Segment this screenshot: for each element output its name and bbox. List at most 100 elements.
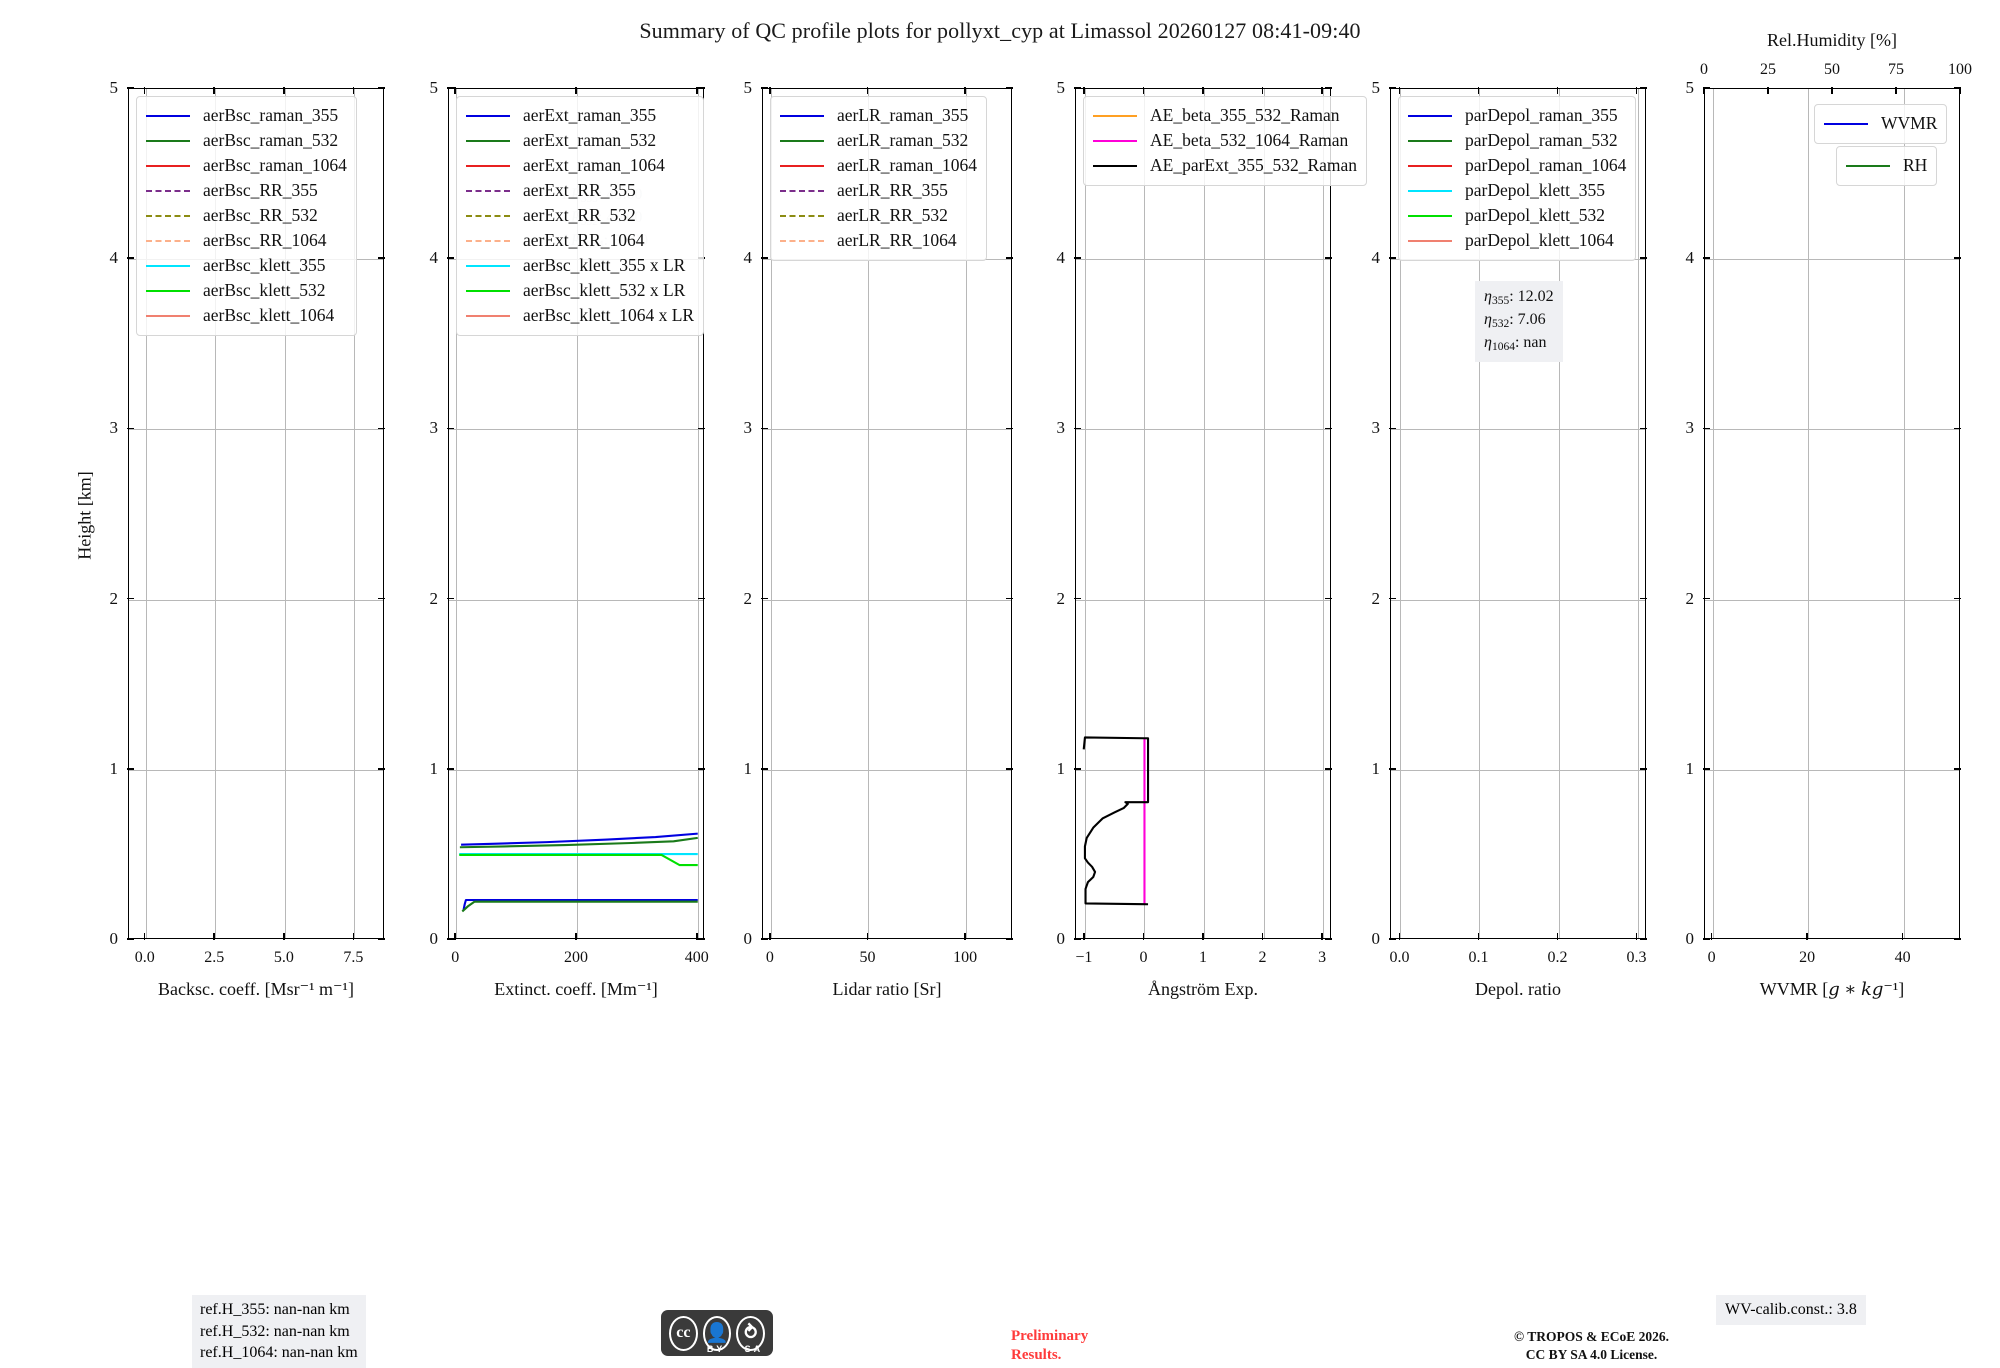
legend-lidar-ratio[interactable]: aerLR_raman_355 aerLR_raman_532 aerLR_rama… [770, 96, 987, 261]
legend-item-label: parDepol_klett_355 [1465, 179, 1605, 200]
legend-line-swatch [146, 189, 190, 192]
y-tick-label: 1 [743, 758, 753, 778]
y-tick-label: 3 [429, 418, 439, 438]
legend-item-label: aerLR_RR_1064 [837, 229, 957, 250]
legend-item-label: AE_parExt_355_532_Raman [1150, 154, 1358, 175]
x-tick-label: 0.0 [1389, 949, 1410, 966]
x-tick [575, 933, 577, 940]
eta-annotation: η355: 12.02 η532: 7.06 η1064: nan [1475, 281, 1563, 362]
top-x-tick [1959, 87, 1961, 94]
legend-item[interactable]: parDepol_klett_532 [1408, 203, 1626, 228]
legend-item[interactable]: parDepol_raman_1064 [1408, 153, 1626, 178]
x-tick [352, 933, 355, 940]
legend-item[interactable]: parDepol_klett_1064 [1408, 228, 1626, 253]
legend-backscatter[interactable]: aerBsc_raman_355 aerBsc_raman_532 aerBsc_r… [136, 96, 357, 336]
panel-lidar-ratio: 0 50 100 0 1 2 3 4 5 Lidar ratio [Sr] aerLR_raman_… [744, 78, 1013, 999]
legend-item[interactable]: parDepol_raman_355 [1408, 103, 1626, 128]
legend-item[interactable]: aerBsc_RR_1064 [146, 228, 347, 253]
legend-line-swatch [1408, 114, 1452, 117]
legend-item[interactable]: aerBsc_klett_532 x LR [466, 278, 694, 303]
x-tick-top [769, 87, 771, 94]
legend-item[interactable]: aerBsc_RR_532 [146, 203, 347, 228]
legend-item-label: aerBsc_RR_1064 [203, 229, 327, 250]
x-tick-top [866, 87, 869, 94]
legend-item[interactable]: aerBsc_raman_355 [146, 103, 347, 128]
x-tick [1901, 933, 1904, 940]
legend-item[interactable]: aerBsc_klett_355 x LR [466, 253, 694, 278]
legend-item-label: aerBsc_RR_355 [203, 179, 318, 200]
gridline-vertical [145, 89, 147, 938]
legend-angstrom[interactable]: AE_beta_355_532_Raman AE_beta_532_1064_Ra… [1083, 96, 1368, 186]
legend-item[interactable]: aerLR_raman_1064 [780, 153, 977, 178]
x-tick-top [964, 87, 966, 94]
legend-item[interactable]: AE_parExt_355_532_Raman [1093, 153, 1357, 178]
legend-item[interactable]: aerBsc_raman_532 [146, 128, 347, 153]
x-axis-label-depolarization: Depol. ratio [1475, 979, 1561, 999]
legend-line-swatch [466, 289, 510, 292]
gridline-horizontal [1391, 429, 1645, 431]
y-tick [761, 938, 768, 940]
legend-item[interactable]: parDepol_klett_355 [1408, 178, 1626, 203]
legend-item[interactable]: aerBsc_klett_1064 x LR [466, 303, 694, 328]
legend-item[interactable]: aerBsc_RR_355 [146, 178, 347, 203]
legend-item-label: parDepol_raman_1064 [1465, 154, 1627, 175]
legend-item[interactable]: aerExt_RR_532 [466, 203, 694, 228]
y-tick [698, 87, 705, 89]
legend-item[interactable]: aerLR_RR_532 [780, 203, 977, 228]
legend-item[interactable]: AE_beta_532_1064_Raman [1093, 128, 1357, 153]
y-tick [378, 938, 385, 940]
legend-item[interactable]: AE_beta_355_532_Raman [1093, 103, 1357, 128]
gridline-vertical [456, 89, 458, 938]
x-tick-label: 50 [859, 949, 876, 966]
data-curves-angstrom [1082, 736, 1150, 906]
legend-wvmr-rh[interactable]: RH [1836, 146, 1938, 186]
y-tick [1006, 257, 1013, 259]
y-tick [761, 257, 768, 259]
legend-item[interactable]: aerBsc_raman_1064 [146, 153, 347, 178]
y-tick-label: 2 [1371, 588, 1381, 608]
legend-item[interactable]: aerLR_RR_355 [780, 178, 977, 203]
y-tick [447, 597, 454, 600]
x-tick-top [1477, 87, 1480, 94]
legend-item[interactable]: aerLR_raman_532 [780, 128, 977, 153]
x-tick [1083, 933, 1085, 940]
y-tick-label: 4 [1056, 248, 1066, 268]
gridline-vertical [1558, 89, 1560, 938]
y-tick [378, 87, 385, 89]
legend-item[interactable]: aerLR_raman_355 [780, 103, 977, 128]
legend-line-swatch [466, 114, 510, 117]
x-tick [454, 933, 457, 940]
legend-item[interactable]: aerExt_raman_355 [466, 103, 694, 128]
eta-annotation-line: η355: 12.02 [1484, 288, 1554, 307]
panel-angstrom: −1 0 1 2 3 0 1 2 3 4 5 Ångström Exp. AE_beta_355_532… [1057, 78, 1368, 999]
gridline-vertical [284, 89, 286, 938]
legend-item[interactable]: aerExt_RR_1064 [466, 228, 694, 253]
preliminary-line-1: Preliminary [1011, 1328, 1089, 1344]
y-tick-label: 4 [743, 248, 753, 268]
legend-extinction[interactable]: aerExt_raman_355 aerExt_raman_532 aerExt_r… [456, 96, 705, 336]
legend-item[interactable]: aerBsc_klett_532 [146, 278, 347, 303]
legend-item-label: aerBsc_klett_355 x LR [523, 254, 686, 275]
legend-item[interactable]: aerExt_raman_532 [466, 128, 694, 153]
legend-item[interactable]: aerBsc_klett_1064 [146, 303, 347, 328]
y-tick [1389, 427, 1396, 430]
x-tick-top [1321, 87, 1323, 94]
ref-h-355: ref.H_355: nan-nan km [200, 1301, 350, 1318]
legend-item[interactable]: RH [1846, 153, 1927, 178]
legend-item[interactable]: aerExt_raman_1064 [466, 153, 694, 178]
gridline-vertical [1712, 89, 1714, 938]
cc-by-label: BY [706, 1344, 726, 1354]
legend-item-label: aerBsc_klett_355 [203, 254, 326, 275]
gridline-horizontal [1076, 599, 1330, 601]
legend-item[interactable]: parDepol_raman_532 [1408, 128, 1626, 153]
y-tick [447, 87, 454, 89]
legend-wvmr-wvmr[interactable]: WVMR [1814, 104, 1948, 144]
legend-depolarization[interactable]: parDepol_raman_355 parDepol_raman_532 parD… [1398, 96, 1637, 261]
x-tick-top [283, 87, 285, 94]
x-tick [1556, 933, 1559, 940]
gridline-horizontal [1705, 599, 1959, 601]
legend-item[interactable]: aerBsc_klett_355 [146, 253, 347, 278]
legend-item[interactable]: aerExt_RR_355 [466, 178, 694, 203]
legend-item[interactable]: WVMR [1824, 111, 1937, 136]
legend-item[interactable]: aerLR_RR_1064 [780, 228, 977, 253]
